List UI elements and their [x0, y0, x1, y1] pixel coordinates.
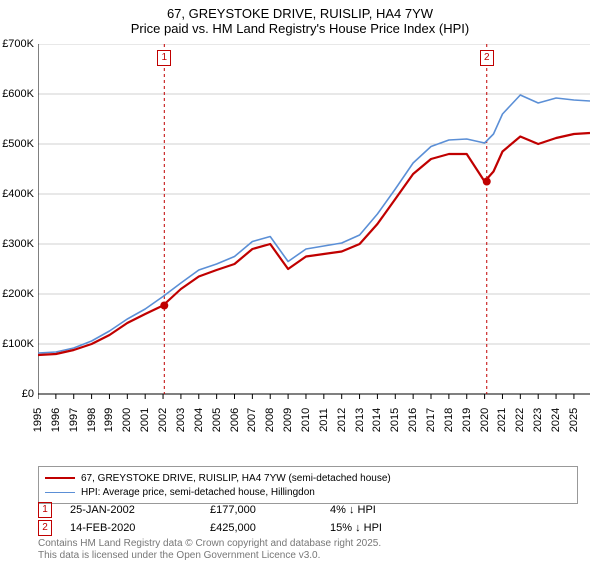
x-tick-label: 2017 — [425, 408, 437, 432]
footnote-row: 1 25-JAN-2002£177,0004% ↓ HPI — [38, 502, 578, 518]
footnote-delta: 4% ↓ HPI — [330, 504, 376, 516]
footnote-row: 2 14-FEB-2020£425,00015% ↓ HPI — [38, 520, 578, 536]
sale-marker-box: 2 — [480, 50, 494, 66]
chart-svg — [38, 44, 590, 424]
x-tick-label: 1995 — [32, 408, 44, 432]
x-tick-label: 2015 — [389, 408, 401, 432]
x-tick-label: 2019 — [461, 408, 473, 432]
legend-label: 67, GREYSTOKE DRIVE, RUISLIP, HA4 7YW (s… — [81, 473, 391, 484]
x-tick-label: 1999 — [103, 408, 115, 432]
legend-box: 67, GREYSTOKE DRIVE, RUISLIP, HA4 7YW (s… — [38, 466, 578, 504]
legend-swatch — [45, 492, 75, 493]
x-tick-label: 2005 — [211, 408, 223, 432]
footnote-date: 14-FEB-2020 — [70, 522, 210, 534]
x-tick-label: 2006 — [229, 408, 241, 432]
x-tick-label: 1996 — [50, 408, 62, 432]
title-address: 67, GREYSTOKE DRIVE, RUISLIP, HA4 7YW — [0, 6, 600, 21]
footnote-delta: 15% ↓ HPI — [330, 522, 382, 534]
y-tick-label: £600K — [2, 88, 34, 100]
y-tick-label: £700K — [2, 38, 34, 50]
x-tick-label: 2000 — [121, 408, 133, 432]
title-subtitle: Price paid vs. HM Land Registry's House … — [0, 21, 600, 36]
x-tick-label: 2011 — [318, 408, 330, 432]
x-tick-label: 2025 — [568, 408, 580, 432]
legend-row: HPI: Average price, semi-detached house,… — [45, 485, 571, 499]
x-tick-label: 2003 — [175, 408, 187, 432]
y-tick-label: £0 — [22, 388, 34, 400]
footnote-marker: 2 — [38, 520, 52, 536]
chart-area: £0£100K£200K£300K£400K£500K£600K£700K199… — [38, 44, 590, 424]
legend-label: HPI: Average price, semi-detached house,… — [81, 487, 315, 498]
x-tick-label: 2009 — [282, 408, 294, 432]
x-tick-label: 2022 — [514, 408, 526, 432]
license-line2: This data is licensed under the Open Gov… — [38, 550, 381, 562]
x-tick-label: 2016 — [407, 408, 419, 432]
x-tick-label: 2002 — [157, 408, 169, 432]
x-tick-label: 2007 — [246, 408, 258, 432]
title-block: 67, GREYSTOKE DRIVE, RUISLIP, HA4 7YW Pr… — [0, 0, 600, 36]
x-tick-label: 1998 — [86, 408, 98, 432]
footnote-marker: 1 — [38, 502, 52, 518]
x-tick-label: 2004 — [193, 408, 205, 432]
license-line1: Contains HM Land Registry data © Crown c… — [38, 538, 381, 550]
footnote-price: £177,000 — [210, 504, 330, 516]
y-tick-label: £100K — [2, 338, 34, 350]
x-tick-label: 2013 — [354, 408, 366, 432]
x-tick-label: 2010 — [300, 408, 312, 432]
legend-row: 67, GREYSTOKE DRIVE, RUISLIP, HA4 7YW (s… — [45, 471, 571, 485]
y-tick-label: £200K — [2, 288, 34, 300]
y-tick-label: £300K — [2, 238, 34, 250]
x-tick-label: 2024 — [550, 408, 562, 432]
x-tick-label: 2008 — [264, 408, 276, 432]
x-tick-label: 2014 — [371, 408, 383, 432]
footnote-price: £425,000 — [210, 522, 330, 534]
x-tick-label: 2021 — [496, 408, 508, 432]
x-tick-label: 1997 — [68, 408, 80, 432]
legend-swatch — [45, 477, 75, 479]
x-tick-label: 2012 — [336, 408, 348, 432]
license-block: Contains HM Land Registry data © Crown c… — [38, 538, 381, 562]
x-tick-label: 2020 — [479, 408, 491, 432]
x-tick-label: 2001 — [139, 408, 151, 432]
sale-marker-box: 1 — [157, 50, 171, 66]
chart-container: 67, GREYSTOKE DRIVE, RUISLIP, HA4 7YW Pr… — [0, 0, 600, 560]
y-tick-label: £400K — [2, 188, 34, 200]
footnote-date: 25-JAN-2002 — [70, 504, 210, 516]
x-tick-label: 2023 — [532, 408, 544, 432]
y-tick-label: £500K — [2, 138, 34, 150]
x-tick-label: 2018 — [443, 408, 455, 432]
